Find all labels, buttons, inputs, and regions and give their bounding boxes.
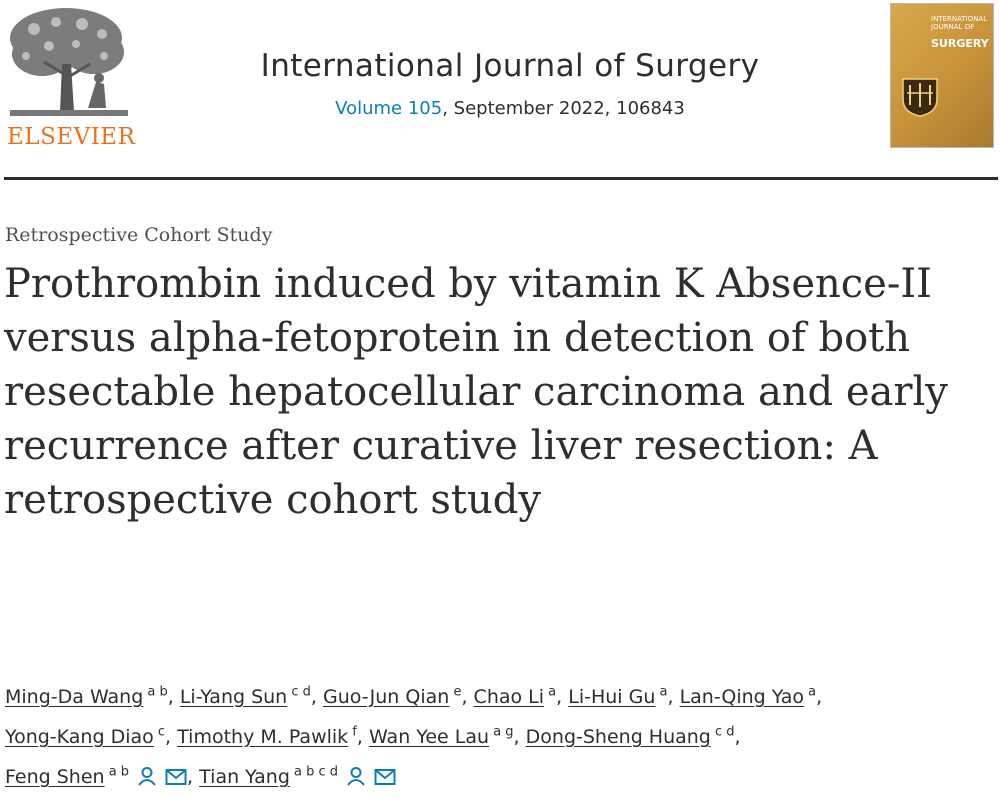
author-affiliation-marker[interactable]: a <box>544 684 557 700</box>
author-separator: , <box>461 686 474 708</box>
author-separator: , <box>734 726 741 748</box>
author-affiliation-marker[interactable]: a b <box>104 764 130 780</box>
author-profile-icon[interactable] <box>137 766 157 786</box>
author-separator: , <box>356 726 369 748</box>
author-affiliation-marker[interactable]: a b <box>143 684 168 700</box>
author-name[interactable]: Dong-Sheng Huang <box>525 726 711 748</box>
author-separator: , <box>165 726 178 748</box>
author-line-3: Feng Shen a b, Tian Yang a b c d <box>5 757 995 797</box>
author-profile-icon[interactable] <box>346 766 366 786</box>
journal-info: International Journal of Surgery Volume … <box>200 48 820 119</box>
author-affiliation-marker[interactable]: a g <box>489 724 514 740</box>
elsevier-tree-icon <box>4 4 134 122</box>
author-affiliation-marker[interactable]: e <box>449 684 462 700</box>
author-email-icon[interactable] <box>374 768 396 786</box>
author-separator: , <box>187 766 200 788</box>
author-separator: , <box>513 726 526 748</box>
author-line-1: Ming-Da Wang a b, Li-Yang Sun c d, Guo-J… <box>5 677 995 717</box>
elsevier-wordmark: ELSEVIER <box>7 124 136 150</box>
author-name[interactable]: Timothy M. Pawlik <box>177 726 349 748</box>
author-name[interactable]: Lan-Qing Yao <box>679 686 805 708</box>
author-affiliation-marker[interactable]: a b c d <box>289 764 339 780</box>
author-name[interactable]: Yong-Kang Diao <box>5 726 154 748</box>
author-name[interactable]: Tian Yang <box>199 766 290 788</box>
author-affiliation-marker[interactable]: c d <box>287 684 311 700</box>
journal-issue-line: Volume 105, September 2022, 106843 <box>200 98 820 119</box>
author-name[interactable]: Guo-Jun Qian <box>323 686 450 708</box>
author-line-2: Yong-Kang Diao c, Timothy M. Pawlik f, W… <box>5 717 995 757</box>
author-separator: , <box>667 686 680 708</box>
cover-journal-name: SURGERY <box>931 37 989 50</box>
author-name[interactable]: Chao Li <box>473 686 545 708</box>
author-separator: , <box>167 686 180 708</box>
article-type-label: Retrospective Cohort Study <box>5 224 273 246</box>
author-name[interactable]: Li-Yang Sun <box>179 686 288 708</box>
journal-title[interactable]: International Journal of Surgery <box>260 48 760 84</box>
article-title: Prothrombin induced by vitamin K Absence… <box>4 261 948 523</box>
journal-header: ELSEVIER International Journal of Surger… <box>0 0 1000 180</box>
issue-date-page: , September 2022, 106843 <box>442 98 685 119</box>
journal-cover-thumbnail[interactable]: INTERNATIONAL JOURNAL OF SURGERY <box>890 3 994 148</box>
author-separator: , <box>556 686 569 708</box>
volume-link[interactable]: Volume 105 <box>335 98 443 119</box>
author-affiliation-marker[interactable]: a <box>804 684 817 700</box>
author-affiliation-marker[interactable]: f <box>348 724 357 740</box>
cover-emblem-icon <box>902 78 938 117</box>
header-divider <box>4 177 998 180</box>
author-name[interactable]: Feng Shen <box>5 766 105 788</box>
cover-journal-label: INTERNATIONAL JOURNAL OF <box>931 15 988 31</box>
author-affiliation-marker[interactable]: c d <box>710 724 735 740</box>
elsevier-logo[interactable]: ELSEVIER <box>0 0 140 150</box>
author-name[interactable]: Wan Yee Lau <box>368 726 490 748</box>
author-name[interactable]: Ming-Da Wang <box>5 686 144 708</box>
author-list: Ming-Da Wang a b, Li-Yang Sun c d, Guo-J… <box>5 677 995 797</box>
author-affiliation-marker[interactable]: c <box>153 724 166 740</box>
author-separator: , <box>310 686 323 708</box>
author-affiliation-marker[interactable]: a <box>655 684 668 700</box>
author-name[interactable]: Li-Hui Gu <box>568 686 656 708</box>
author-email-icon[interactable] <box>165 768 187 786</box>
author-separator: , <box>816 686 823 708</box>
